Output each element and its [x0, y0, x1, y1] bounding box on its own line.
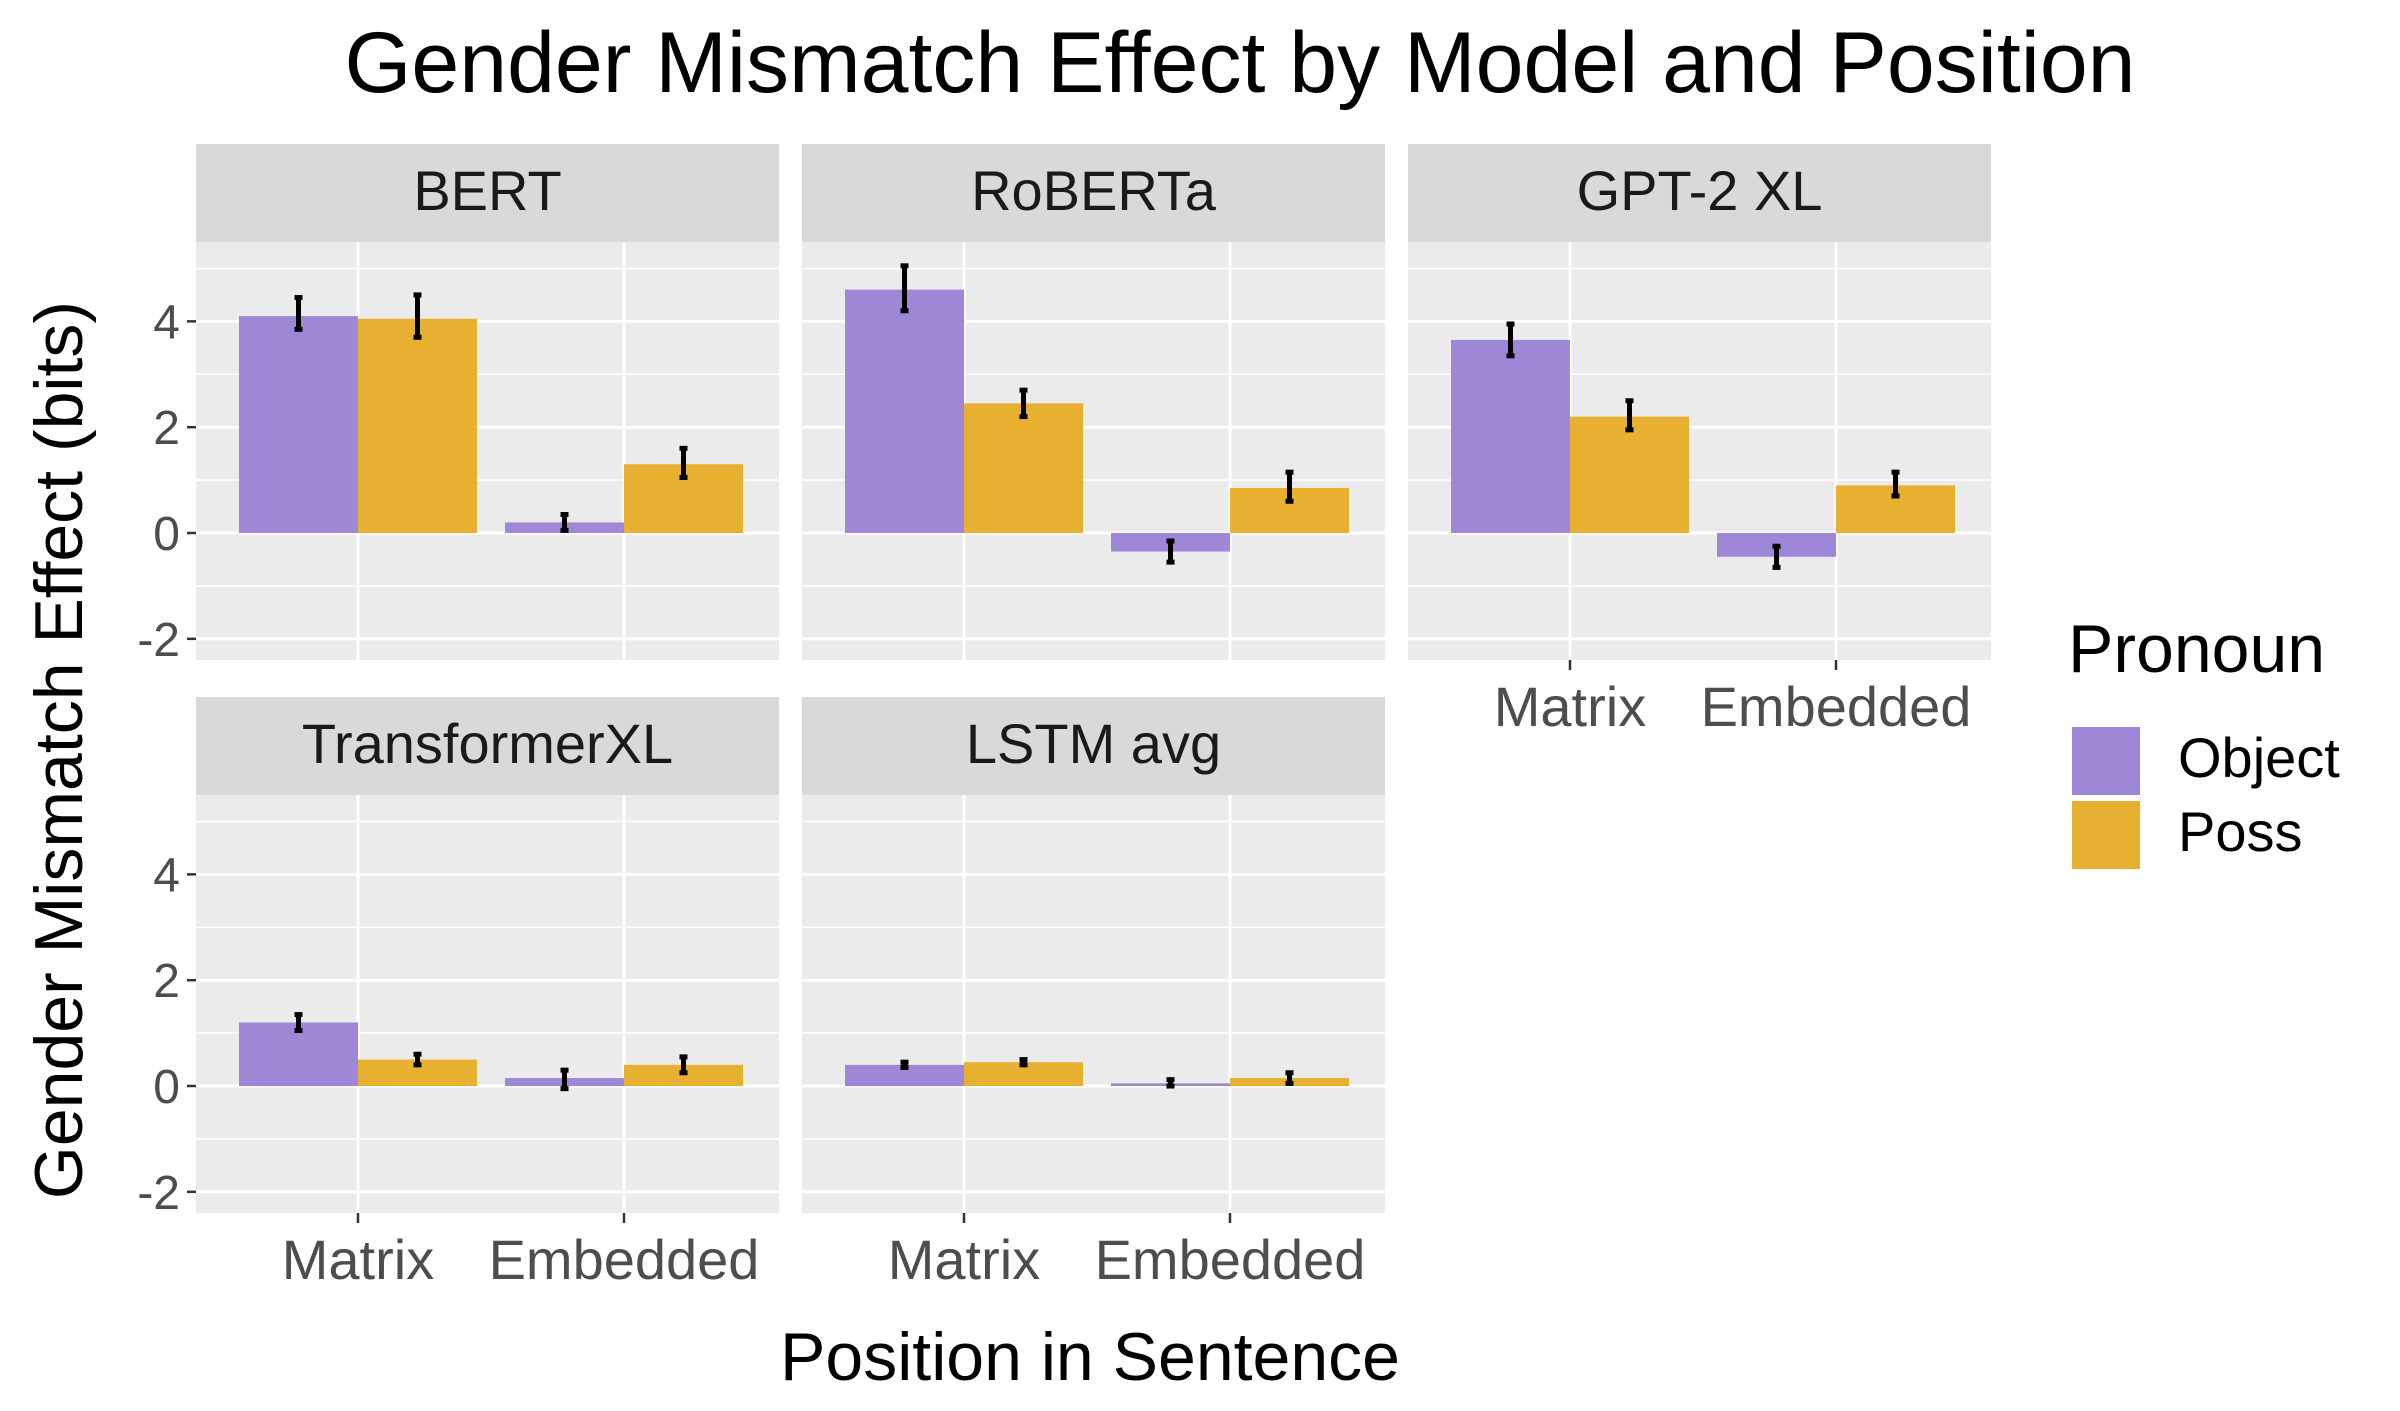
error-bar — [294, 1012, 303, 1033]
error-bar — [1285, 1070, 1294, 1086]
panel: RoBERTa — [802, 144, 1385, 660]
legend-item: Object — [2072, 726, 2340, 795]
error-bar — [679, 1054, 688, 1076]
x-tick-label: Embedded — [1095, 1228, 1366, 1291]
bar — [845, 1064, 964, 1087]
x-tick-label: Matrix — [1494, 675, 1646, 738]
error-bar — [1019, 1057, 1028, 1068]
error-bar — [1772, 543, 1781, 570]
panel-strip — [802, 697, 1385, 795]
bar — [1451, 339, 1570, 534]
panel: LSTM avg Matrix Embedded — [802, 697, 1385, 1291]
error-bar — [560, 511, 569, 533]
error-bar — [679, 445, 688, 480]
panel-title: TransformerXL — [302, 712, 673, 775]
bar — [358, 318, 477, 534]
y-tick-label: 2 — [153, 955, 180, 1008]
error-bar — [560, 1067, 569, 1092]
legend-items: Object Poss — [2072, 726, 2340, 869]
panel-title: GPT-2 XL — [1577, 159, 1823, 222]
error-bar — [1166, 538, 1175, 565]
x-tick-label: Matrix — [282, 1228, 434, 1291]
chart-title: Gender Mismatch Effect by Model and Posi… — [345, 15, 2136, 111]
legend: Pronoun Object Poss — [2068, 611, 2340, 869]
legend-swatch — [2072, 727, 2140, 795]
bar — [239, 1022, 358, 1087]
error-bar — [294, 295, 303, 332]
panel: GPT-2 XL Matrix Embedded — [1408, 144, 1991, 738]
y-axis-title: Gender Mismatch Effect (bits) — [21, 301, 97, 1199]
panel-strip — [802, 144, 1385, 242]
panel-strip — [1408, 144, 1991, 242]
panel-title: RoBERTa — [971, 159, 1217, 222]
y-tick-label: 4 — [153, 849, 180, 902]
panel: TransformerXL -2 0 2 4 Matrix Embedded — [137, 697, 779, 1291]
legend-label: Poss — [2178, 800, 2303, 863]
panel: BERT -2 0 2 4 — [137, 144, 779, 667]
bar — [964, 403, 1083, 534]
y-tick-label: 0 — [153, 508, 180, 561]
error-bar — [900, 1059, 909, 1070]
error-bar — [1891, 469, 1900, 499]
error-bar — [900, 263, 909, 314]
legend-swatch — [2072, 801, 2140, 869]
y-tick-label: 4 — [153, 296, 180, 349]
legend-title: Pronoun — [2068, 611, 2325, 687]
y-tick-label: -2 — [137, 1167, 180, 1220]
panel-background — [196, 795, 779, 1213]
bar — [624, 1064, 743, 1087]
error-bar — [413, 292, 422, 340]
x-tick-label: Matrix — [888, 1228, 1040, 1291]
panel-title: BERT — [413, 159, 561, 222]
bar — [845, 289, 964, 534]
bar — [1570, 416, 1689, 534]
y-tick-label: -2 — [137, 614, 180, 667]
y-tick-label: 2 — [153, 402, 180, 455]
y-tick-label: 0 — [153, 1061, 180, 1114]
bar — [239, 316, 358, 534]
error-bar — [1019, 387, 1028, 420]
x-tick-label: Embedded — [1701, 675, 1972, 738]
legend-label: Object — [2178, 726, 2340, 789]
panel-background — [802, 795, 1385, 1213]
panel-title: LSTM avg — [966, 712, 1221, 775]
error-bar — [413, 1051, 422, 1068]
panel-strip — [196, 697, 779, 795]
error-bar — [1285, 469, 1294, 504]
error-bar — [1625, 398, 1634, 433]
bar — [964, 1062, 1083, 1087]
x-axis-title: Position in Sentence — [780, 1319, 1400, 1395]
error-bar — [1166, 1077, 1175, 1089]
x-tick-label: Embedded — [489, 1228, 760, 1291]
panel-strip — [196, 144, 779, 242]
error-bar — [1506, 321, 1515, 359]
legend-item: Poss — [2072, 800, 2303, 869]
